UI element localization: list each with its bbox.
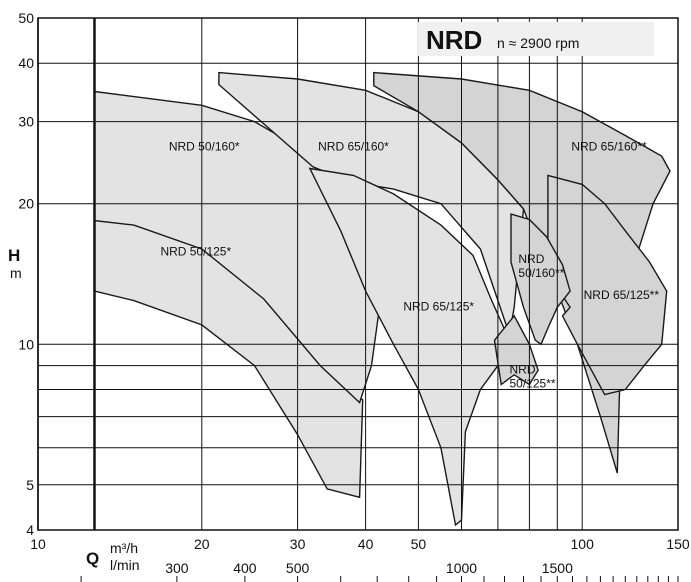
region-label-nrd-50-160: NRD 50/160* [169, 140, 240, 154]
y-tick-label: 5 [26, 477, 34, 493]
region-label-nrd-65-160: NRD 65/160** [571, 140, 647, 154]
y-tick-label: 20 [18, 196, 34, 212]
x-tick-label-m3h: 40 [358, 536, 374, 552]
y-tick-label: 30 [18, 114, 34, 130]
region-layer [93, 71, 671, 527]
y-axis-unit: m [10, 265, 22, 281]
region-label-nrd-65-160: NRD 65/160* [318, 140, 389, 154]
x-tick-label-m3h: 30 [290, 536, 306, 552]
chart-subtitle: n ≈ 2900 rpm [497, 35, 579, 51]
region-label-nrd-50-125: NRD 50/125** [510, 363, 556, 391]
x-tick-label-m3h: 50 [411, 536, 427, 552]
region-nrd-50-125 [493, 314, 539, 386]
x-tick-label-lmin: 1000 [446, 560, 477, 576]
y-tick-label: 40 [18, 55, 34, 71]
x-tick-label-m3h: 150 [666, 536, 690, 552]
y-axis-label: H [8, 246, 20, 265]
y-tick-label: 10 [18, 336, 34, 352]
grid-layer [37, 17, 679, 531]
y-tick-label: 50 [18, 10, 34, 26]
region-label-nrd-50-160: NRD 50/160** [518, 252, 564, 280]
y-tick-label: 4 [26, 522, 34, 538]
plot-frame [37, 17, 679, 531]
x-axis-label: Q [86, 549, 99, 568]
x-tick-label-lmin: 500 [286, 560, 310, 576]
region-label-nrd-65-125: NRD 65/125* [403, 300, 474, 314]
x-tick-label-m3h: 100 [571, 536, 595, 552]
x-tick-label-lmin: 400 [233, 560, 257, 576]
region-label-nrd-50-125: NRD 50/125* [160, 244, 231, 258]
axis-layer: 4510203040501020304050100150100300400500… [18, 10, 690, 582]
x-axis-unit-lmin: l/min [110, 557, 140, 573]
x-tick-label-lmin: 1500 [542, 560, 573, 576]
x-axis-unit-m3h: m³/h [110, 540, 138, 556]
chart-title: NRD [426, 25, 482, 55]
x-tick-label-m3h: 20 [194, 536, 210, 552]
region-nrd-50-160 [510, 213, 571, 346]
region-label-nrd-65-125: NRD 65/125** [584, 288, 660, 302]
x-tick-label-lmin: 300 [165, 560, 189, 576]
title-box [418, 22, 654, 56]
x-tick-label-m3h: 10 [30, 536, 46, 552]
region-nrd-65-125 [308, 167, 511, 527]
region-label-layer: NRD 50/125* NRD 50/160* NRD 65/160* NRD 65/… [160, 140, 659, 391]
